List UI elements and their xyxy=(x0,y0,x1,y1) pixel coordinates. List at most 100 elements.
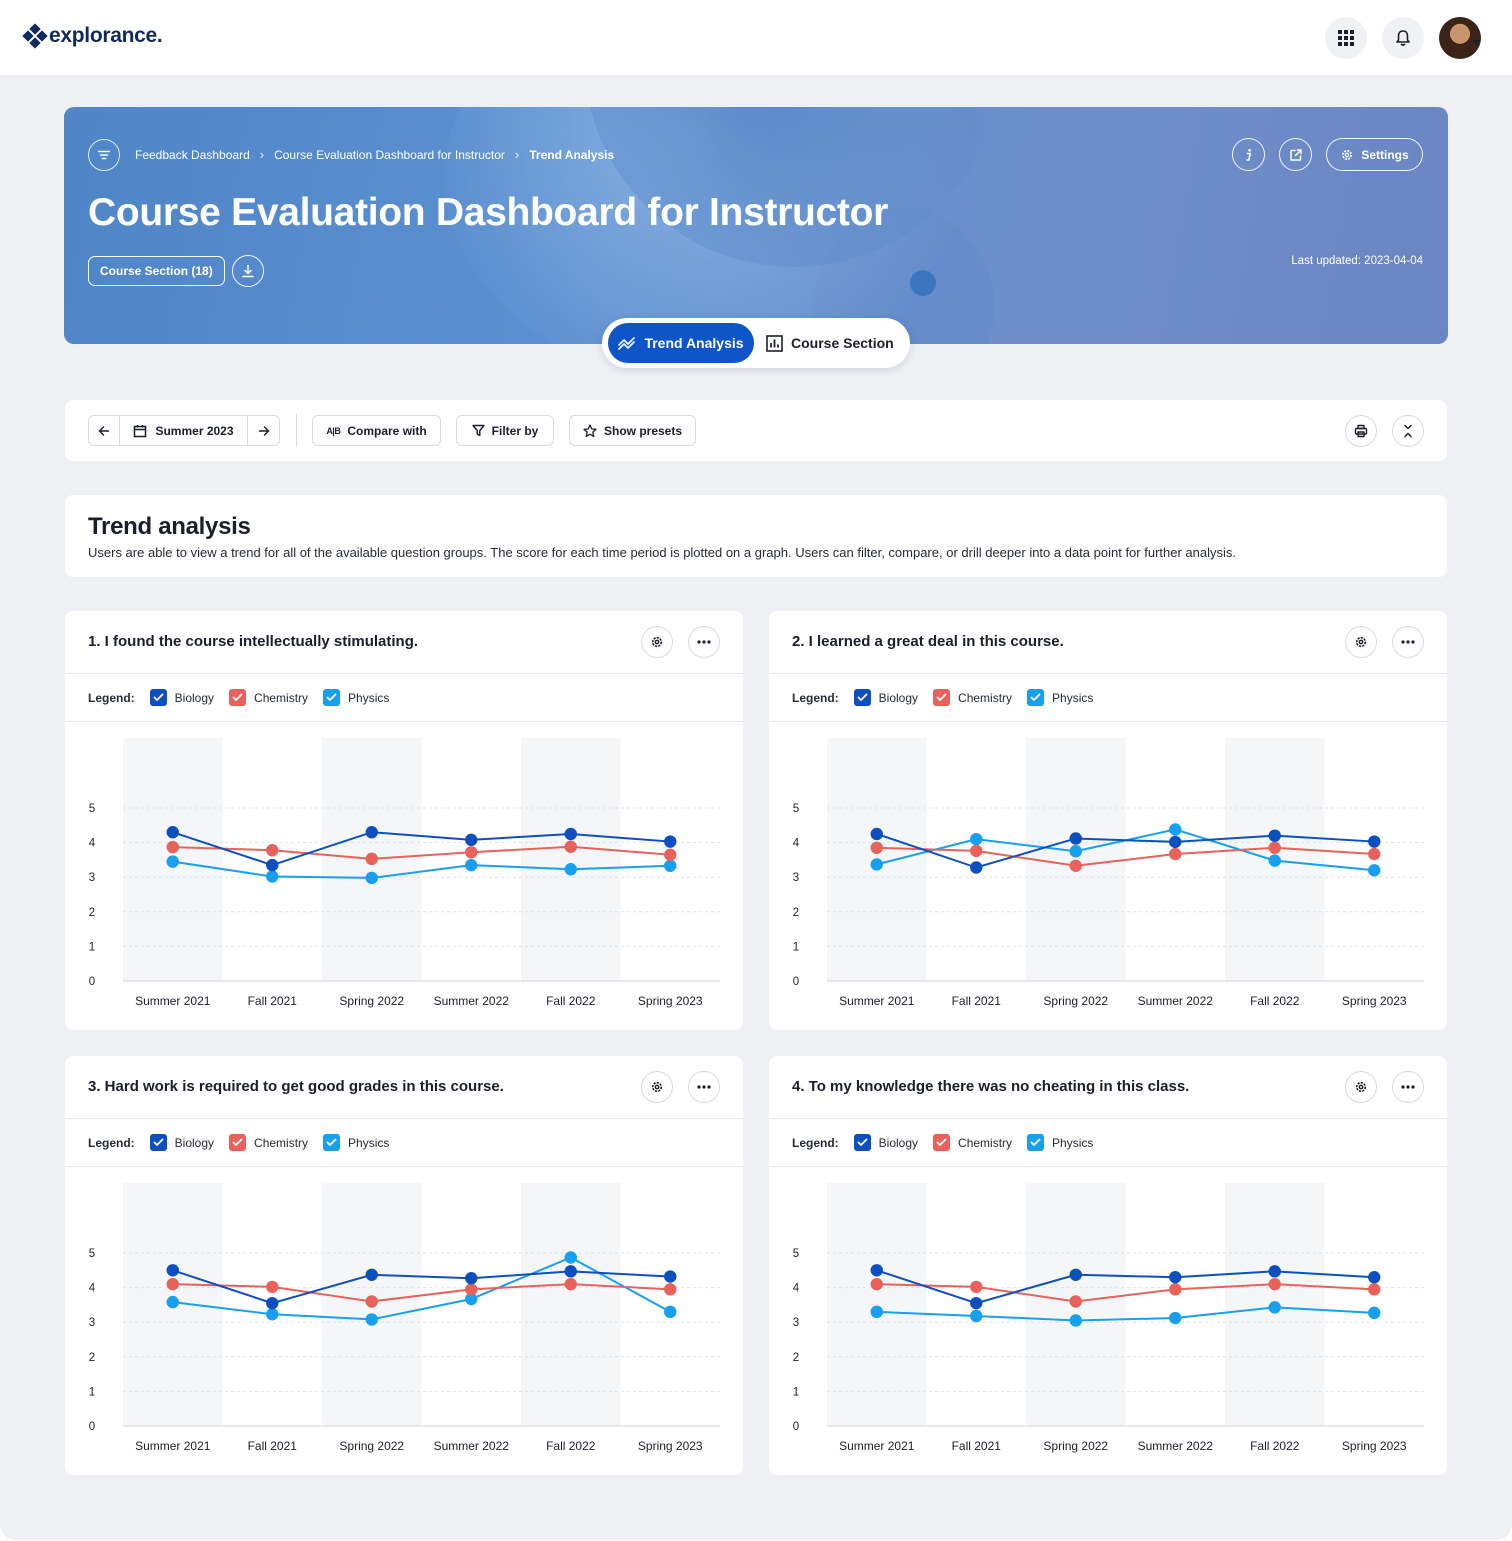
data-point-biology[interactable] xyxy=(1368,1271,1381,1284)
data-point-physics[interactable] xyxy=(870,1305,883,1319)
checkbox-checked-icon[interactable] xyxy=(149,689,167,706)
data-point-biology[interactable] xyxy=(166,826,179,839)
data-point-chemistry[interactable] xyxy=(564,1277,577,1291)
data-point-physics[interactable] xyxy=(365,871,378,885)
chart-settings-button[interactable] xyxy=(1345,626,1377,658)
filter-by-button[interactable]: Filter by xyxy=(456,415,554,446)
data-point-biology[interactable] xyxy=(1069,1268,1082,1281)
data-point-chemistry[interactable] xyxy=(266,844,279,857)
data-point-chemistry[interactable] xyxy=(1069,1295,1082,1308)
data-point-chemistry[interactable] xyxy=(365,852,378,866)
collapse-all-button[interactable] xyxy=(1392,415,1424,447)
data-point-biology[interactable] xyxy=(870,827,883,841)
data-point-chemistry[interactable] xyxy=(1169,847,1182,861)
data-point-physics[interactable] xyxy=(564,863,577,876)
download-button[interactable] xyxy=(232,255,264,287)
data-point-chemistry[interactable] xyxy=(664,1283,677,1296)
data-point-chemistry[interactable] xyxy=(870,841,883,854)
legend-item-chemistry[interactable]: Chemistry xyxy=(229,1134,308,1151)
legend-item-physics[interactable]: Physics xyxy=(323,689,389,706)
print-button[interactable] xyxy=(1345,415,1377,447)
more-options-button[interactable] xyxy=(1392,1071,1424,1103)
data-point-biology[interactable] xyxy=(1368,835,1381,848)
data-point-chemistry[interactable] xyxy=(465,1283,478,1296)
data-point-biology[interactable] xyxy=(564,1265,577,1278)
checkbox-checked-icon[interactable] xyxy=(933,1134,951,1151)
data-point-chemistry[interactable] xyxy=(266,1280,279,1294)
data-point-biology[interactable] xyxy=(970,861,983,874)
data-point-chemistry[interactable] xyxy=(564,840,577,853)
legend-item-chemistry[interactable]: Chemistry xyxy=(229,689,308,706)
explorance-logo[interactable]: explorance. xyxy=(22,23,163,49)
data-point-physics[interactable] xyxy=(1368,1306,1381,1320)
data-point-physics[interactable] xyxy=(465,858,478,872)
checkbox-checked-icon[interactable] xyxy=(323,689,341,706)
next-term-button[interactable] xyxy=(248,416,279,445)
data-point-chemistry[interactable] xyxy=(1069,859,1082,872)
data-point-biology[interactable] xyxy=(1169,835,1182,849)
legend-item-physics[interactable]: Physics xyxy=(323,1134,389,1151)
chevron-down-icon[interactable] xyxy=(1473,40,1481,45)
data-point-biology[interactable] xyxy=(166,1264,179,1277)
data-point-biology[interactable] xyxy=(1268,829,1281,842)
data-point-chemistry[interactable] xyxy=(166,840,179,854)
checkbox-checked-icon[interactable] xyxy=(229,689,247,706)
chart-settings-button[interactable] xyxy=(641,626,673,658)
legend-item-chemistry[interactable]: Chemistry xyxy=(933,689,1012,706)
data-point-physics[interactable] xyxy=(1268,1301,1281,1314)
more-options-button[interactable] xyxy=(1392,626,1424,658)
data-point-physics[interactable] xyxy=(266,870,279,883)
tab-course-section[interactable]: Course Section xyxy=(766,323,896,363)
legend-item-biology[interactable]: Biology xyxy=(853,689,918,706)
data-point-biology[interactable] xyxy=(970,1296,983,1310)
open-external-button[interactable] xyxy=(1279,138,1312,171)
data-point-biology[interactable] xyxy=(365,826,378,839)
avatar[interactable] xyxy=(1439,17,1481,59)
checkbox-checked-icon[interactable] xyxy=(323,1134,341,1151)
more-options-button[interactable] xyxy=(688,1071,720,1103)
data-point-chemistry[interactable] xyxy=(1169,1283,1182,1296)
data-point-chemistry[interactable] xyxy=(365,1295,378,1308)
data-point-physics[interactable] xyxy=(1169,823,1182,836)
legend-item-biology[interactable]: Biology xyxy=(149,1134,214,1151)
data-point-physics[interactable] xyxy=(970,1309,983,1323)
legend-item-chemistry[interactable]: Chemistry xyxy=(933,1134,1012,1151)
data-point-chemistry[interactable] xyxy=(970,844,983,858)
data-point-physics[interactable] xyxy=(365,1313,378,1326)
breadcrumb-item-course-evaluation[interactable]: Course Evaluation Dashboard for Instruct… xyxy=(274,147,505,162)
chart-settings-button[interactable] xyxy=(1345,1071,1377,1103)
data-point-biology[interactable] xyxy=(465,833,478,847)
data-point-biology[interactable] xyxy=(465,1272,478,1285)
data-point-chemistry[interactable] xyxy=(1268,841,1281,854)
data-point-chemistry[interactable] xyxy=(664,848,677,861)
show-presets-button[interactable]: Show presets xyxy=(569,415,696,446)
data-point-chemistry[interactable] xyxy=(970,1280,983,1294)
legend-item-physics[interactable]: Physics xyxy=(1027,1134,1093,1151)
data-point-chemistry[interactable] xyxy=(465,846,478,859)
legend-item-biology[interactable]: Biology xyxy=(853,1134,918,1151)
data-point-physics[interactable] xyxy=(664,859,677,872)
data-point-physics[interactable] xyxy=(564,1251,577,1264)
data-point-chemistry[interactable] xyxy=(166,1277,179,1291)
data-point-chemistry[interactable] xyxy=(1368,847,1381,861)
data-point-physics[interactable] xyxy=(664,1305,677,1319)
data-point-physics[interactable] xyxy=(1268,854,1281,867)
checkbox-checked-icon[interactable] xyxy=(853,689,871,706)
settings-button[interactable]: Settings xyxy=(1326,138,1423,171)
data-point-biology[interactable] xyxy=(365,1268,378,1281)
legend-item-biology[interactable]: Biology xyxy=(149,689,214,706)
checkbox-checked-icon[interactable] xyxy=(1027,1134,1045,1151)
checkbox-checked-icon[interactable] xyxy=(229,1134,247,1151)
breadcrumb-item-feedback-dashboard[interactable]: Feedback Dashboard xyxy=(135,147,250,162)
course-section-button[interactable]: Course Section (18) xyxy=(88,256,225,286)
data-point-physics[interactable] xyxy=(870,858,883,871)
data-point-physics[interactable] xyxy=(1069,845,1082,858)
data-point-physics[interactable] xyxy=(166,855,179,868)
previous-term-button[interactable] xyxy=(89,416,120,445)
filter-toggle-button[interactable] xyxy=(88,139,120,171)
data-point-physics[interactable] xyxy=(1368,864,1381,877)
compare-with-button[interactable]: A|B Compare with xyxy=(312,415,441,446)
data-point-physics[interactable] xyxy=(970,832,983,846)
info-button[interactable] xyxy=(1232,138,1265,171)
checkbox-checked-icon[interactable] xyxy=(933,689,951,706)
